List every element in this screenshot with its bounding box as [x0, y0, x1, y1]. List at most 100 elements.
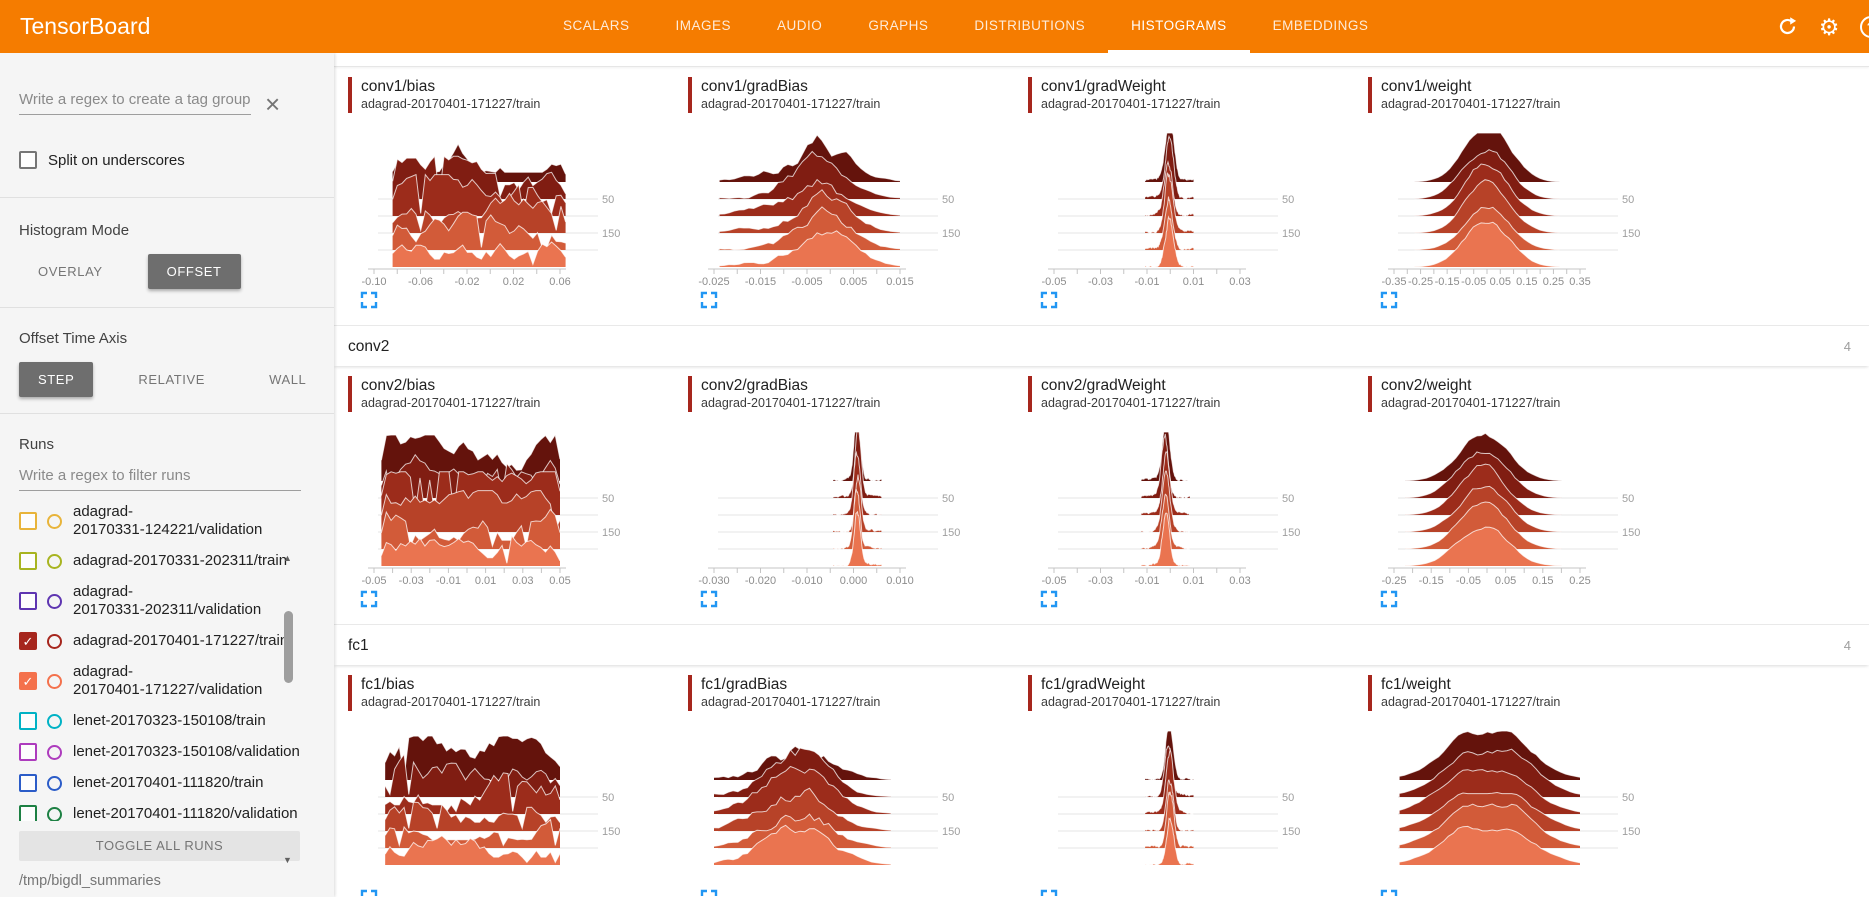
split-underscores-checkbox[interactable]	[19, 151, 37, 169]
run-isolator-circle[interactable]	[47, 673, 62, 689]
expand-icon[interactable]	[700, 889, 718, 897]
scroll-down-icon[interactable]: ▼	[283, 855, 292, 865]
run-isolator-circle[interactable]	[47, 633, 62, 649]
run-checkbox[interactable]	[19, 552, 37, 570]
relative-button[interactable]: RELATIVE	[138, 372, 206, 387]
run-checkbox[interactable]	[19, 774, 37, 792]
tag-title: conv2/weight	[1381, 377, 1472, 394]
run-row[interactable]: lenet-20170401-111820/train	[19, 774, 334, 792]
expand-icon[interactable]	[700, 590, 718, 608]
histogram-chart[interactable]: 50 150	[1028, 717, 1348, 887]
main-content: conv1/bias adagrad-20170401-171227/train 5…	[334, 53, 1869, 897]
run-label: lenet-20170401-111820/train	[73, 774, 264, 791]
expand-icon[interactable]	[1380, 590, 1398, 608]
app-title: TensorBoard	[20, 13, 151, 39]
run-checkbox[interactable]	[19, 592, 37, 610]
run-checkbox[interactable]: ✓	[19, 632, 37, 650]
tab-scalars[interactable]: SCALARS	[563, 18, 630, 33]
scroll-up-icon[interactable]: ▲	[283, 553, 292, 563]
offset-button[interactable]: OFFSET	[147, 254, 241, 289]
expand-icon[interactable]	[1380, 889, 1398, 897]
histogram-chart[interactable]: 50 150 -0.05 -0.03 -0.01 0.01 0.03	[1028, 418, 1348, 588]
run-row[interactable]: adagrad- 20170331-202311/validation	[19, 583, 334, 619]
expand-icon[interactable]	[360, 291, 378, 309]
card-titles: conv1/gradWeight adagrad-20170401-171227/…	[1041, 77, 1220, 113]
histogram-chart[interactable]: 50 150 -0.05 -0.03 -0.01 0.01 0.03 0.05	[348, 418, 668, 588]
run-label: adagrad-20170331-202311/train	[73, 552, 288, 569]
run-label: lenet-20170323-150108/train	[73, 712, 266, 729]
tab-images[interactable]: IMAGES	[675, 18, 732, 33]
runs-filter-input[interactable]	[19, 463, 301, 491]
group-title: fc1	[348, 637, 369, 654]
run-isolator-circle[interactable]	[47, 713, 62, 729]
svg-text:-0.05: -0.05	[1461, 276, 1486, 288]
histogram-chart[interactable]: 50 150 -0.35 -0.25 -0.15 -0.05 0.05 0.15 0.25 0.3…	[1368, 119, 1688, 289]
svg-text:150: 150	[1622, 527, 1640, 539]
run-row[interactable]: adagrad- 20170331-124221/validation	[19, 503, 334, 539]
run-subtitle: adagrad-20170401-171227/train	[1041, 695, 1221, 709]
card-titles: fc1/gradBias adagrad-20170401-171227/trai…	[701, 675, 880, 711]
run-checkbox[interactable]	[19, 743, 37, 761]
card-header: conv2/gradWeight adagrad-20170401-171227/…	[1028, 376, 1348, 412]
histogram-chart[interactable]: 50 150 -0.030 -0.020 -0.010 0.000 0.010	[688, 418, 1008, 588]
scroll-thumb[interactable]	[284, 611, 293, 683]
histogram-chart[interactable]: 50 150	[348, 717, 668, 887]
run-row[interactable]: lenet-20170323-150108/train	[19, 712, 334, 730]
cards-row: conv1/bias adagrad-20170401-171227/train 5…	[334, 67, 1869, 315]
help-icon[interactable]: ?	[1860, 15, 1869, 38]
expand-icon[interactable]	[1380, 291, 1398, 309]
run-subtitle: adagrad-20170401-171227/train	[1381, 695, 1561, 709]
tab-distributions[interactable]: DISTRIBUTIONS	[974, 18, 1086, 33]
run-row[interactable]: ✓ adagrad-20170401-171227/train	[19, 632, 334, 650]
run-row[interactable]: lenet-20170401-111820/validation	[19, 805, 334, 821]
run-row[interactable]: lenet-20170323-150108/validation	[19, 743, 334, 761]
expand-icon[interactable]	[1040, 590, 1058, 608]
run-subtitle: adagrad-20170401-171227/train	[701, 97, 881, 111]
tab-embeddings[interactable]: EMBEDDINGS	[1272, 18, 1369, 33]
settings-gear-icon[interactable]: ⚙	[1818, 13, 1840, 40]
histogram-chart[interactable]: 50 150 -0.25 -0.15 -0.05 0.05 0.15 0.25	[1368, 418, 1688, 588]
run-checkbox[interactable]: ✓	[19, 672, 37, 690]
run-subtitle: adagrad-20170401-171227/train	[701, 396, 881, 410]
histogram-card: conv2/gradWeight adagrad-20170401-171227/…	[1028, 376, 1348, 608]
offset-time-axis-toggle: STEP RELATIVE WALL	[19, 362, 315, 397]
run-isolator-circle[interactable]	[47, 806, 62, 821]
svg-text:0.01: 0.01	[1183, 276, 1204, 288]
run-isolator-circle[interactable]	[47, 775, 62, 791]
wall-button[interactable]: WALL	[269, 372, 307, 387]
histogram-chart[interactable]: 50 150	[1368, 717, 1688, 887]
histogram-card: conv2/gradBias adagrad-20170401-171227/tr…	[688, 376, 1008, 608]
histogram-chart[interactable]: 50 150	[688, 717, 1008, 887]
refresh-icon[interactable]	[1776, 16, 1798, 38]
run-checkbox[interactable]	[19, 712, 37, 730]
expand-icon[interactable]	[1040, 291, 1058, 309]
toggle-all-runs-button[interactable]: TOGGLE ALL RUNS	[19, 831, 300, 861]
run-row[interactable]: ✓ adagrad- 20170401-171227/validation	[19, 663, 334, 699]
tab-audio[interactable]: AUDIO	[777, 18, 823, 33]
expand-icon[interactable]	[1040, 889, 1058, 897]
histogram-chart[interactable]: 50 150 -0.10 -0.06 -0.02 0.02 0.06	[348, 119, 668, 289]
run-isolator-circle[interactable]	[47, 593, 62, 609]
split-on-underscores-row[interactable]: Split on underscores	[19, 151, 334, 169]
run-checkbox[interactable]	[19, 805, 37, 821]
run-isolator-circle[interactable]	[47, 553, 62, 569]
overlay-button[interactable]: OVERLAY	[38, 264, 103, 279]
tag-filter-input[interactable]	[19, 87, 251, 115]
clear-filter-icon[interactable]: ×	[265, 89, 281, 119]
run-checkbox[interactable]	[19, 512, 37, 530]
tab-histograms[interactable]: HISTOGRAMS	[1108, 0, 1250, 53]
expand-icon[interactable]	[700, 291, 718, 309]
run-isolator-circle[interactable]	[47, 513, 62, 529]
run-row[interactable]: adagrad-20170331-202311/train	[19, 552, 334, 570]
svg-text:150: 150	[942, 826, 960, 838]
offset-time-axis-label: Offset Time Axis	[19, 330, 128, 347]
step-button[interactable]: STEP	[19, 362, 94, 397]
expand-icon[interactable]	[360, 590, 378, 608]
histogram-chart[interactable]: 50 150 -0.05 -0.03 -0.01 0.01 0.03	[1028, 119, 1348, 289]
run-accent-bar	[688, 77, 692, 113]
svg-text:50: 50	[942, 792, 954, 804]
expand-icon[interactable]	[360, 889, 378, 897]
histogram-chart[interactable]: 50 150 -0.025 -0.015 -0.005 0.005 0.015	[688, 119, 1008, 289]
tab-graphs[interactable]: GRAPHS	[868, 18, 929, 33]
run-isolator-circle[interactable]	[47, 744, 62, 760]
